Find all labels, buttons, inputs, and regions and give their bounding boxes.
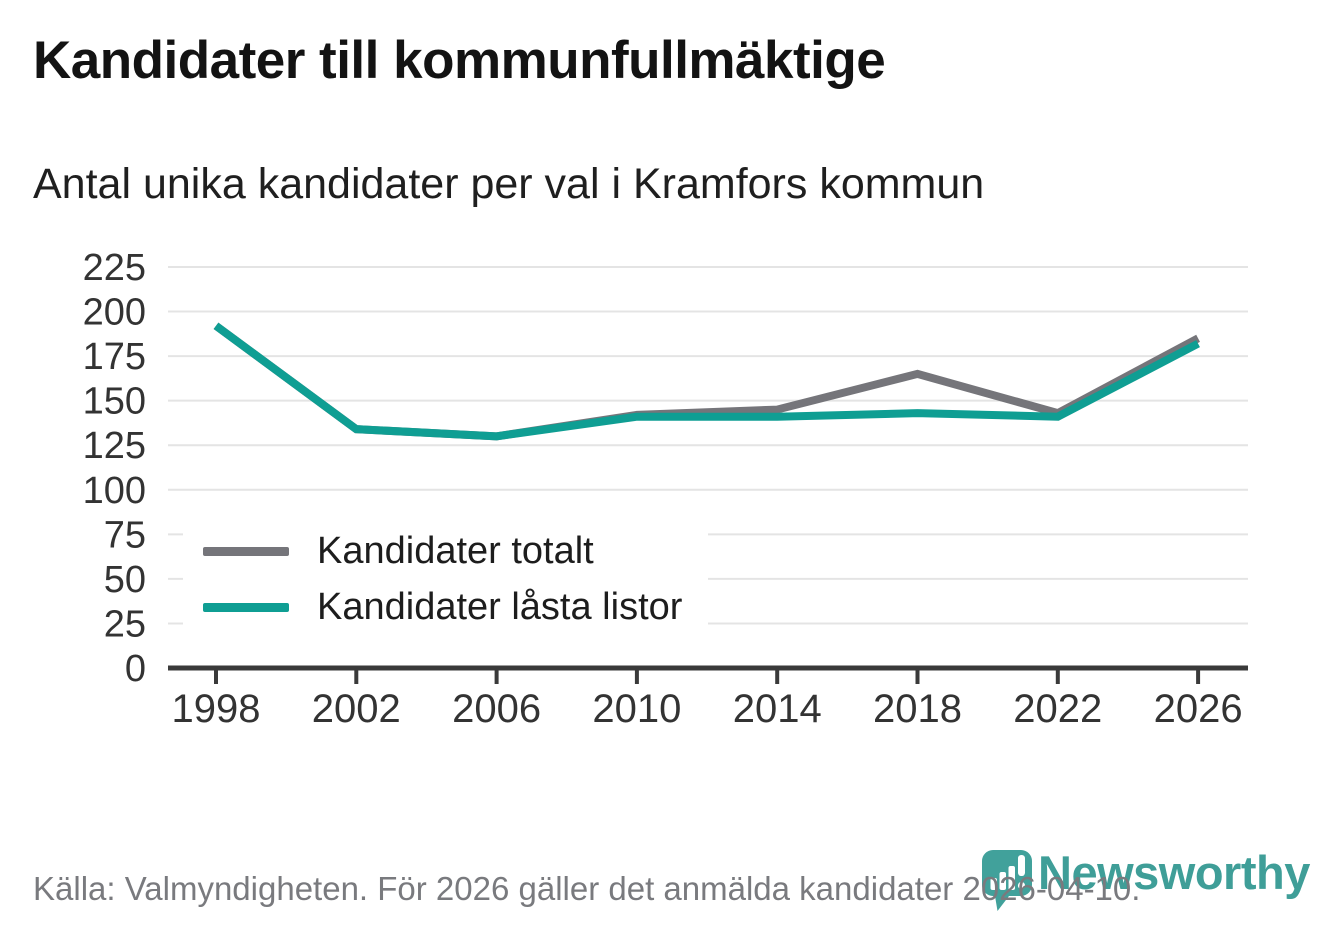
x-axis-tick-label: 2014 (733, 687, 822, 731)
y-axis-tick-label: 225 (83, 247, 146, 289)
x-axis-tick-label: 2002 (312, 687, 401, 731)
y-axis-tick-label: 150 (83, 381, 146, 423)
x-axis-tick-label: 2018 (873, 687, 962, 731)
y-axis-tick-label: 125 (83, 425, 146, 467)
y-axis-tick-label: 25 (104, 603, 146, 645)
legend-swatch-totalt (203, 546, 289, 556)
legend-swatch-lasta-listor (203, 602, 289, 612)
x-axis-tick-label: 2006 (452, 687, 541, 731)
y-axis-tick-label: 75 (104, 514, 146, 556)
chart-legend: Kandidater totalt Kandidater låsta listo… (183, 517, 709, 645)
legend-label-lasta-listor: Kandidater låsta listor (317, 585, 683, 628)
x-axis-tick-label: 1998 (172, 687, 261, 731)
newsworthy-pin-barchart-icon (982, 850, 1032, 911)
series-line-kandidater-l-sta-listor (213, 322, 1200, 441)
legend-item-kandidater-lasta-listor: Kandidater låsta listor (203, 579, 682, 635)
y-axis-tick-label: 0 (125, 648, 146, 690)
newsworthy-wordmark: Newsworthy (1038, 846, 1310, 899)
legend-label-totalt: Kandidater totalt (317, 529, 594, 572)
y-axis-tick-label: 50 (104, 559, 146, 601)
y-axis-tick-label: 200 (83, 292, 146, 334)
y-axis-tick-label: 175 (83, 336, 146, 378)
page-title: Kandidater till kommunfullmäktige (33, 31, 886, 90)
source-note: Källa: Valmyndigheten. För 2026 gäller d… (33, 870, 1141, 907)
chart-subtitle: Antal unika kandidater per val i Kramfor… (33, 160, 985, 208)
legend-item-kandidater-totalt: Kandidater totalt (203, 523, 682, 579)
x-axis-tick-label: 2010 (592, 687, 681, 731)
x-axis-tick-label: 2022 (1013, 687, 1102, 731)
y-axis-tick-label: 100 (83, 470, 146, 512)
x-axis-tick-label: 2026 (1154, 687, 1243, 731)
